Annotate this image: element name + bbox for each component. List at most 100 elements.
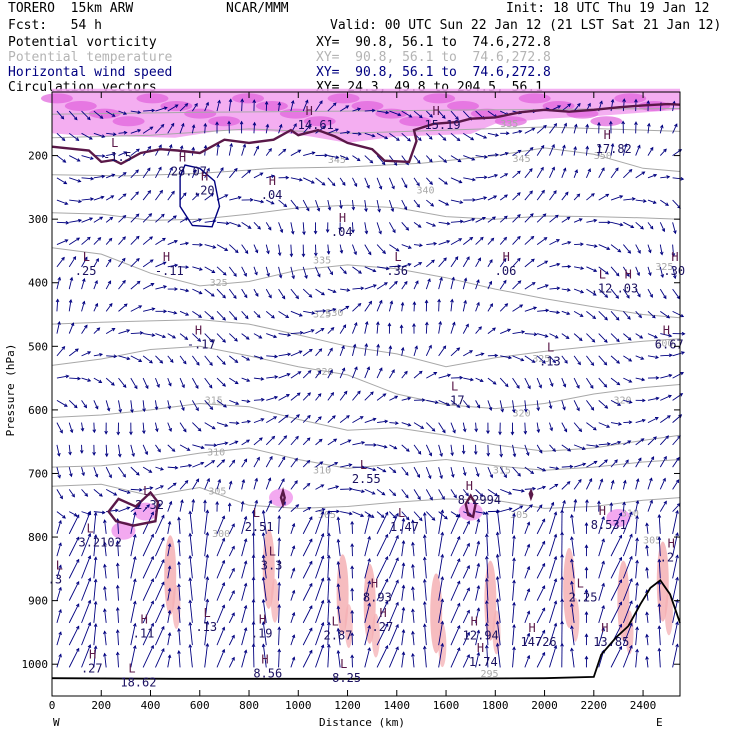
circulation-vector (155, 648, 165, 668)
circulation-vector (105, 110, 116, 117)
circulation-vector-head (618, 556, 623, 561)
circulation-vector (425, 466, 432, 479)
circulation-vector-head (395, 623, 399, 628)
circulation-vector (462, 324, 469, 334)
circulation-vector-head (476, 404, 481, 409)
circulation-vector-head (142, 408, 146, 413)
circulation-vector-head (215, 121, 219, 126)
circulation-vector-head (676, 456, 680, 461)
circulation-vector (401, 177, 408, 188)
circulation-vector (105, 328, 115, 334)
circulation-vector-head (550, 501, 555, 506)
circulation-vector-head (395, 421, 399, 425)
circulation-vector-head (209, 339, 214, 343)
circulation-vector-head (291, 567, 296, 572)
circulation-vector-head (660, 274, 665, 279)
circulation-vector (253, 146, 259, 156)
circulation-vector-head (458, 179, 463, 184)
hl-value: .06 (495, 264, 517, 278)
circulation-vector (635, 171, 645, 179)
circulation-vector (561, 145, 565, 156)
circulation-vector (377, 266, 389, 270)
circulation-vector-head (553, 600, 558, 605)
circulation-vector-head (391, 185, 395, 190)
circulation-vector-head (554, 335, 559, 339)
circulation-vector (192, 266, 203, 271)
circulation-vector (204, 333, 214, 343)
circulation-vector-head (327, 532, 331, 537)
circulation-vector-head (111, 113, 116, 117)
circulation-vector (598, 459, 608, 468)
circulation-vector (388, 602, 399, 624)
circulation-vector-head (234, 440, 239, 445)
hl-marker: L (398, 506, 405, 520)
circulation-vector-head (206, 167, 210, 172)
circulation-vector-head (75, 580, 80, 585)
circulation-vector (536, 585, 545, 601)
circulation-vector-head (339, 205, 343, 210)
circulation-vector-head (167, 520, 172, 525)
circulation-vector-head (628, 168, 633, 173)
circulation-vector (68, 537, 80, 557)
circulation-vector-head (484, 533, 489, 538)
circulation-vector-head (619, 195, 624, 199)
circulation-vector (142, 466, 152, 473)
circulation-vector-head (488, 280, 493, 285)
circulation-vector-head (637, 293, 641, 298)
circulation-vector-head (287, 333, 292, 337)
circulation-vector (462, 543, 470, 557)
circulation-vector (647, 222, 654, 230)
circulation-vector-head (665, 202, 669, 206)
pv-shading-core (423, 93, 456, 104)
circulation-vector-head (260, 199, 265, 204)
circulation-vector (265, 288, 272, 298)
circulation-vector (302, 288, 312, 298)
hl-marker: L (253, 506, 260, 520)
circulation-vector (598, 167, 605, 179)
circulation-vector (496, 510, 501, 534)
circulation-vector (438, 532, 444, 557)
circulation-vector (524, 377, 531, 389)
plot-frame (51, 91, 681, 697)
circulation-vector-head (552, 448, 556, 453)
circulation-vector-head (629, 578, 633, 582)
circulation-vector (512, 580, 515, 601)
circulation-vector-head (172, 335, 177, 339)
circulation-vector (241, 583, 247, 601)
circulation-vector (364, 391, 374, 401)
circulation-vector (278, 538, 280, 557)
circulation-vector-head (454, 256, 459, 260)
circulation-vector (81, 257, 88, 268)
circulation-vector (426, 199, 434, 207)
hl-value: 8.2994 (458, 493, 501, 507)
circulation-vector-head (424, 299, 429, 304)
circulation-vector (573, 333, 583, 341)
circulation-vector-head (601, 560, 605, 565)
circulation-vector (179, 422, 187, 432)
circulation-vector (364, 647, 371, 668)
circulation-vector-head (503, 236, 508, 241)
circulation-vector-head (252, 121, 257, 126)
circulation-vector-head (563, 428, 568, 433)
circulation-vector (327, 622, 330, 646)
circulation-vector-head (384, 622, 389, 627)
theta-label: 345 (513, 154, 531, 165)
circulation-vector (426, 372, 437, 379)
circulation-vector (598, 244, 610, 250)
circulation-vector (253, 311, 261, 318)
circulation-vector (462, 565, 470, 579)
circulation-vector (364, 222, 368, 234)
circulation-vector-head (376, 343, 380, 348)
header-valid: Valid: 00 UTC Sun 22 Jan 12 (21 LST Sat … (330, 18, 722, 33)
circulation-vector-head (470, 136, 475, 141)
circulation-vector-head (162, 261, 167, 265)
circulation-vector (573, 377, 580, 389)
circulation-vector (130, 579, 136, 601)
circulation-vector (450, 647, 461, 668)
circulation-vector-head (517, 235, 521, 240)
circulation-vector-head (320, 555, 325, 560)
circulation-vector (327, 462, 338, 468)
circulation-vector (512, 192, 521, 201)
circulation-vector (598, 377, 607, 388)
circulation-vector-head (210, 293, 215, 297)
